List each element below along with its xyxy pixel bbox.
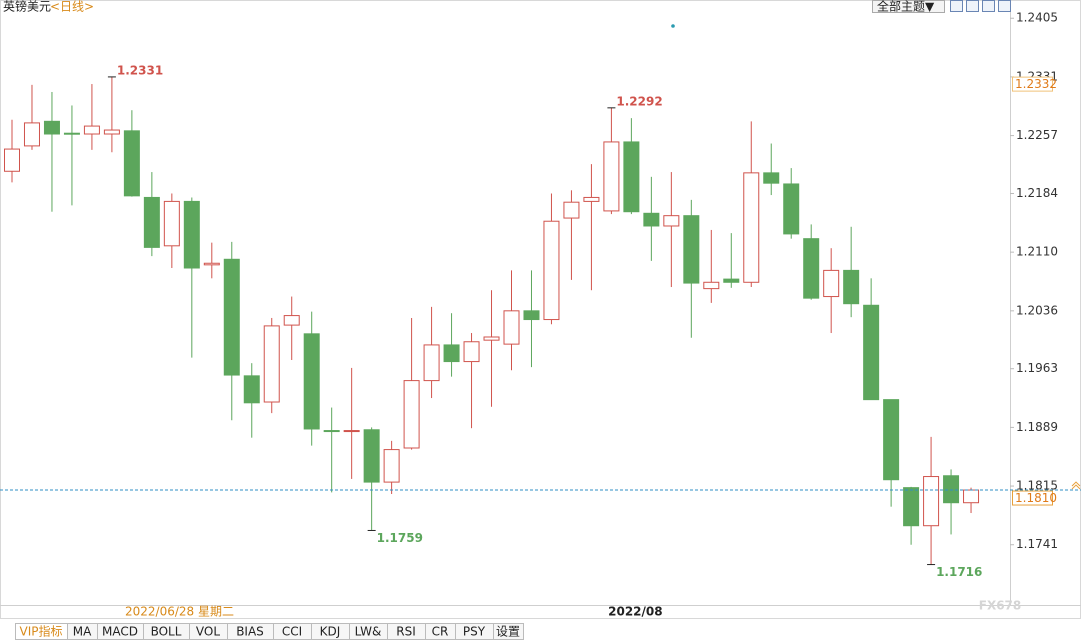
theme-button[interactable]: 全部主题▼ (877, 0, 935, 14)
icon[interactable] (998, 0, 1011, 12)
candle-body-up (163, 200, 180, 247)
candle-body-up (4, 148, 20, 172)
marker-dot (671, 24, 675, 28)
candle-body-down (243, 375, 260, 404)
toolbar: VIP指标 MA MACD BOLL VOL BIAS CCI KDJ LW& RSI CR PSY 设… (15, 623, 524, 640)
icon[interactable] (950, 0, 963, 12)
toolbar-tab-label[interactable]: CR (432, 625, 449, 639)
candle-body-up (543, 220, 560, 321)
candle-body-down (723, 278, 740, 283)
candle-body-up (743, 172, 760, 283)
crosshair-price-label: 1.2332 (1015, 77, 1057, 91)
period: <日线> (50, 0, 94, 14)
candle-body-up (583, 196, 600, 202)
candle-body-down (643, 212, 660, 227)
toolbar-tab-label[interactable]: RSI (396, 625, 416, 639)
watermark: FX678 (979, 599, 1022, 613)
y-tick-label: 1.2405 (1016, 11, 1058, 25)
candle-body-down (623, 141, 640, 213)
candle-body-up (663, 215, 680, 227)
icon[interactable] (966, 0, 979, 12)
annotation-label: 1.1716 (936, 565, 982, 579)
candle-body-down (523, 310, 540, 321)
candle-body-down (63, 132, 80, 135)
last-price-arrow (1071, 481, 1081, 490)
candle-body-up (923, 476, 940, 527)
y-tick-label: 1.1741 (1016, 537, 1058, 551)
toolbar-tab-label[interactable]: KDJ (320, 625, 341, 639)
candle-body-down (683, 215, 700, 284)
candle-body-down (803, 238, 820, 299)
crosshair-price-box (1012, 76, 1053, 92)
candle-body-down (763, 172, 780, 184)
toolbar-tab-label[interactable]: VIP指标 (20, 624, 63, 639)
last-price-box (1012, 490, 1053, 506)
candle-body-down (863, 304, 880, 401)
y-tick-label: 1.1889 (1016, 420, 1058, 434)
toolbar-tab-label[interactable]: BOLL (151, 625, 182, 639)
candle-body-up (823, 269, 840, 298)
candle-body-down (223, 258, 240, 376)
view-icons[interactable] (950, 0, 1011, 12)
candle-body-up (423, 344, 440, 382)
toolbar-tab-label[interactable]: CCI (282, 625, 302, 639)
candle-body-down (783, 183, 800, 235)
theme-button-box[interactable] (872, 0, 945, 13)
y-tick-label: 1.1815 (1016, 479, 1058, 493)
y-tick-label: 1.2184 (1016, 186, 1058, 200)
candle-body-down (443, 344, 460, 363)
candle-body-down (43, 120, 60, 135)
candle-body-up (403, 380, 420, 449)
last-price-label: 1.1810 (1015, 491, 1057, 505)
toolbar-tab-label[interactable]: BIAS (236, 625, 264, 639)
candle-body-down (943, 475, 960, 504)
candle-body-up (283, 315, 300, 326)
annotation-label: 1.2331 (117, 63, 163, 77)
candle-body-up (383, 449, 400, 483)
candle-body-up (483, 336, 500, 341)
candle-body-down (323, 430, 340, 433)
candle-body-up (203, 262, 220, 266)
x-tick-label: 2022/08 (608, 605, 662, 619)
annotation-label: 1.2292 (616, 94, 662, 108)
candle-body-up (963, 489, 980, 504)
y-tick-label: 1.2257 (1016, 128, 1058, 142)
y-tick-label: 1.2110 (1016, 245, 1058, 259)
toolbar-tab-label[interactable]: PSY (463, 625, 486, 639)
candle-body-up (263, 325, 280, 403)
candle-body-down (183, 200, 200, 269)
candle-body-down (883, 399, 900, 481)
toolbar-tab-label[interactable]: MA (73, 625, 92, 639)
toolbar-tab-label[interactable]: LW& (355, 625, 382, 639)
candle-body-up (703, 281, 720, 290)
candle-body-down (903, 487, 920, 527)
candle-body-up (23, 122, 40, 147)
candle-body-down (843, 269, 860, 305)
candle-body-up (343, 430, 360, 433)
candle-body-down (123, 130, 140, 197)
frame (0, 0, 1081, 619)
candle-body-up (603, 141, 620, 212)
candle-body-down (363, 429, 380, 483)
toolbar-tab-label[interactable]: MACD (102, 625, 138, 639)
y-tick-label: 1.2036 (1016, 303, 1058, 317)
toolbar-tab-label[interactable]: VOL (196, 625, 220, 639)
candle-body-down (303, 333, 320, 430)
crosshair-date: 2022/06/28 星期二 (125, 605, 234, 619)
y-tick-label: 1.1963 (1016, 361, 1058, 375)
candle-body-up (503, 310, 520, 345)
chart-title: 英镑美元 (3, 0, 51, 14)
toolbar-tab[interactable] (493, 623, 524, 640)
candle-body-up (103, 129, 120, 135)
candle-body-up (563, 201, 580, 219)
toolbar-tab-label[interactable]: 设置 (496, 625, 520, 639)
icon[interactable] (982, 0, 995, 12)
annotation-label: 1.1759 (377, 531, 423, 545)
candle-body-up (463, 341, 480, 363)
candle-body-down (143, 196, 160, 248)
candle-body-up (83, 125, 100, 135)
